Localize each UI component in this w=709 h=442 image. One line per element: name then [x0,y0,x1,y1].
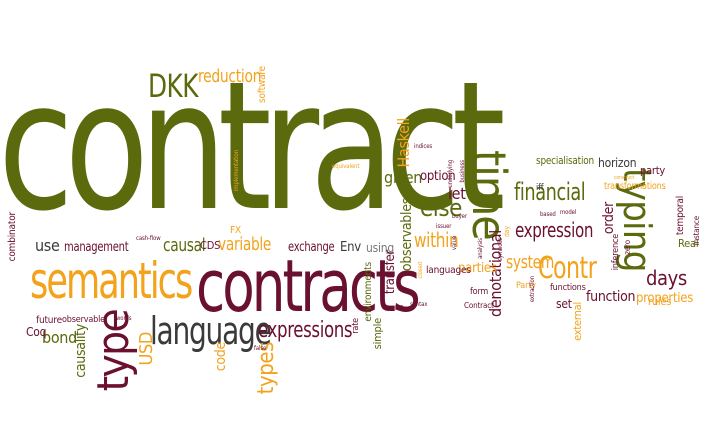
word-environments: environments [363,262,374,322]
word-implementation: implementation [233,150,240,192]
word-management: management [64,240,129,255]
word-functions: functions [550,283,586,293]
word-contracts: contracts [196,244,421,328]
word-Contr: Contr [538,251,597,286]
word-language: language [150,309,272,353]
word-combinator: combinator [7,212,18,262]
word-semantics: semantics [30,252,193,310]
word-observable: observable [62,315,105,325]
word-expression: expression [515,218,594,242]
word-contract: contract [0,43,506,250]
word-cash-flow: cash-flow [136,235,161,242]
word-closed: closed [417,262,424,279]
word-option: option [420,169,456,184]
word-Coq: Coq [26,325,47,339]
word-languages: languages [426,265,471,276]
word-properties: properties [636,291,694,306]
word-rate: rate [351,318,361,334]
word-order: order [601,202,617,235]
word-transfer: transfer [383,250,398,295]
word-financial: financial [514,178,586,206]
word-buyer: buyer [452,213,467,220]
word-value: value [451,236,458,251]
word-observables: observables [399,198,415,272]
word-time: time [462,150,516,240]
word-syntax: syntax [410,301,428,308]
word-using: using [366,241,394,255]
word-instance: instance [692,216,701,246]
word-set: set [556,297,572,311]
word-expressions: expressions [258,318,353,343]
word-indices: indices [414,143,433,150]
word-analysis: analysis [477,238,484,259]
word-parties: parties [458,261,497,276]
word-construct: construct [614,175,635,181]
word-horizon: horizon [598,156,637,170]
word-typing: typing [615,168,659,272]
word-based: based [540,211,556,218]
word-simple: simple [371,318,384,350]
word-cash-flows: cash-flows [386,305,414,312]
word-code: code [213,342,229,372]
word-temporal: temporal [675,196,686,236]
word-words: words [116,315,132,322]
word-transformations: transformations [604,181,666,192]
word-causality: causality [73,324,89,378]
word-rules: rules [648,295,672,308]
word-function: function [586,289,636,305]
word-Real: Real [678,237,699,250]
word-reduction: reduction [198,66,262,87]
word-equivalent: equivalent [332,163,360,170]
word-Env: Env [340,240,361,255]
word-let: let [448,184,466,203]
word-underlying: underlying [447,160,454,188]
word-false: false [254,345,267,352]
word-else: else [420,194,462,222]
word-issuer: issuer [436,223,452,230]
word-day: day [503,226,511,238]
word-future: future [36,315,62,326]
word-model: model [560,209,577,216]
word-software: software [257,66,268,103]
word-variable: variable [218,234,272,255]
word-extraction: extraction [529,276,536,303]
word-Party: Party [516,281,536,291]
word-system: system [506,252,554,273]
word-Contract: Contract [464,301,494,310]
word-days: days [646,266,687,290]
word-iff: iff [536,183,544,193]
word-specialisation: specialisation [536,154,594,167]
word-use: use [35,236,60,255]
word-given: given [384,168,423,187]
word-FX: FX [230,225,241,236]
word-symbolic: symbolic [497,238,504,262]
word-DKK: DKK [148,67,198,105]
word-causal: causal [163,235,206,256]
word-party: party [640,164,666,177]
word-Haskell: Haskell [394,118,413,168]
word-USD: USD [136,332,157,366]
word-CDS: CDS [200,239,221,252]
word-exchange: exchange [288,240,335,255]
word-inference: inference [611,234,621,271]
word-business: business [459,160,466,183]
word-zero: zero [623,240,632,255]
word-external: external [571,302,584,341]
word-within: within [414,228,459,252]
word-form: form [470,287,489,297]
word-bond: bond [42,328,77,347]
